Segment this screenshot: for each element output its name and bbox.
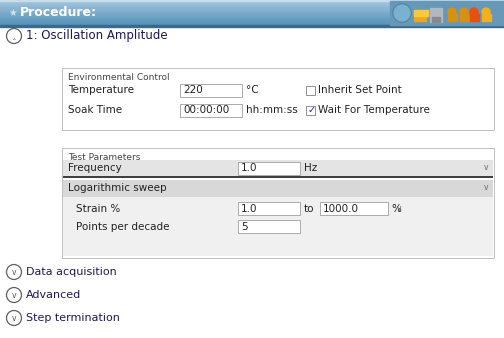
- Bar: [414, 10, 428, 16]
- Bar: [0, 11, 504, 13]
- Bar: [0, 25, 504, 27]
- Bar: [238, 202, 300, 215]
- Bar: [0, 8, 504, 9]
- Bar: [0, 9, 504, 10]
- Text: Inherit Set Point: Inherit Set Point: [318, 85, 402, 95]
- Text: Wait For Temperature: Wait For Temperature: [318, 105, 430, 115]
- Text: Data acquisition: Data acquisition: [26, 267, 117, 277]
- Bar: [0, 5, 504, 6]
- Text: Step termination: Step termination: [26, 313, 120, 323]
- Text: ★: ★: [8, 8, 17, 18]
- Circle shape: [460, 8, 468, 16]
- Bar: [0, 20, 504, 22]
- Text: 1.0: 1.0: [241, 203, 258, 214]
- Bar: [0, 21, 504, 23]
- Text: 220: 220: [183, 85, 203, 95]
- Circle shape: [482, 8, 490, 16]
- Text: Soak Time: Soak Time: [68, 105, 122, 115]
- Bar: [0, 25, 504, 26]
- Text: 00:00:00: 00:00:00: [183, 105, 229, 115]
- Bar: [180, 83, 242, 97]
- Bar: [0, 3, 504, 4]
- Text: Test Parameters: Test Parameters: [68, 153, 141, 162]
- Bar: [0, 5, 504, 7]
- Text: ‸: ‸: [13, 31, 16, 40]
- Text: v: v: [484, 164, 488, 172]
- Circle shape: [470, 8, 478, 16]
- Bar: [0, 19, 504, 21]
- Bar: [0, 14, 504, 15]
- Text: Frequency: Frequency: [68, 163, 122, 173]
- Bar: [0, 4, 504, 5]
- Bar: [0, 23, 504, 24]
- Circle shape: [393, 4, 411, 22]
- Bar: [0, 10, 504, 11]
- Text: v: v: [12, 291, 16, 300]
- Bar: [0, 2, 504, 3]
- Bar: [63, 196, 493, 256]
- Text: to: to: [304, 203, 314, 214]
- Bar: [63, 160, 493, 176]
- Bar: [390, 1, 504, 25]
- Text: Points per decade: Points per decade: [76, 221, 169, 232]
- Bar: [0, 18, 504, 19]
- Bar: [448, 14, 457, 21]
- Circle shape: [394, 5, 410, 21]
- Text: 5: 5: [241, 221, 247, 232]
- Text: ✓: ✓: [307, 104, 316, 115]
- Text: v: v: [12, 314, 16, 323]
- Bar: [0, 24, 504, 25]
- Bar: [63, 179, 493, 196]
- Text: Advanced: Advanced: [26, 290, 81, 300]
- Text: 1000.0: 1000.0: [323, 203, 359, 214]
- Text: Procedure:: Procedure:: [20, 6, 97, 20]
- Circle shape: [448, 8, 456, 16]
- Bar: [0, 0, 504, 1]
- Text: °C: °C: [246, 85, 259, 95]
- Text: Temperature: Temperature: [68, 85, 134, 95]
- Text: 1: Oscillation Amplitude: 1: Oscillation Amplitude: [26, 29, 168, 43]
- Bar: [0, 13, 504, 14]
- Text: v: v: [484, 184, 488, 193]
- Bar: [180, 103, 242, 117]
- Text: Environmental Control: Environmental Control: [68, 73, 170, 82]
- Text: v: v: [397, 204, 401, 213]
- Bar: [306, 86, 315, 95]
- Bar: [430, 8, 442, 22]
- Text: Strain %: Strain %: [76, 203, 120, 214]
- Bar: [0, 1, 504, 3]
- Bar: [62, 148, 494, 258]
- Bar: [460, 14, 469, 21]
- Bar: [0, 19, 504, 20]
- Text: v: v: [12, 268, 16, 277]
- Bar: [63, 175, 493, 178]
- Bar: [238, 162, 300, 174]
- Bar: [0, 0, 504, 1]
- Bar: [320, 202, 388, 215]
- Bar: [470, 14, 479, 21]
- Bar: [482, 14, 491, 21]
- Bar: [0, 17, 504, 18]
- Bar: [62, 68, 494, 130]
- Bar: [0, 15, 504, 17]
- Bar: [414, 12, 426, 21]
- Bar: [0, 6, 504, 8]
- Text: 1.0: 1.0: [241, 163, 258, 173]
- Bar: [0, 14, 504, 16]
- Bar: [306, 106, 315, 115]
- Text: Hz: Hz: [304, 163, 317, 173]
- Bar: [0, 0, 504, 2]
- Text: Logarithmic sweep: Logarithmic sweep: [68, 183, 167, 193]
- Bar: [0, 11, 504, 12]
- Bar: [0, 16, 504, 17]
- Text: hh:mm:ss: hh:mm:ss: [246, 105, 298, 115]
- Bar: [238, 220, 300, 233]
- Bar: [432, 17, 440, 22]
- Text: %: %: [391, 203, 401, 214]
- Bar: [0, 7, 504, 9]
- Bar: [0, 22, 504, 23]
